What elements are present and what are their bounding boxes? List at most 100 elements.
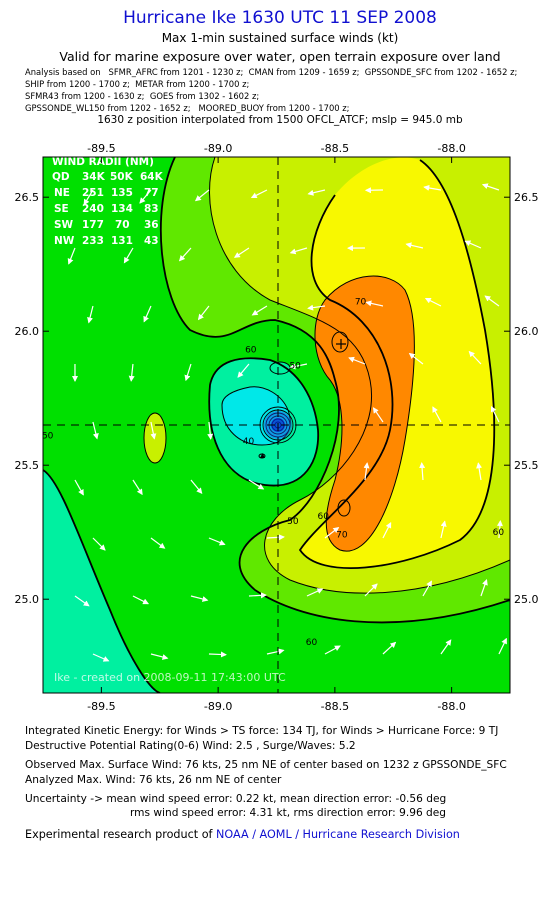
contour-label: 60 xyxy=(493,528,505,538)
x-tick-label-bottom: -88.5 xyxy=(321,700,349,713)
wind-arrow xyxy=(464,240,482,249)
ike-line: Integrated Kinetic Energy: for Winds > T… xyxy=(25,725,499,737)
y-tick-label-left: 26.0 xyxy=(15,325,40,338)
wind-arrow xyxy=(405,242,424,249)
x-tick-label-top: -89.5 xyxy=(87,142,115,155)
wind-arrow xyxy=(150,537,166,549)
analysis-line-4: GPSSONDE_WL150 from 1202 - 1652 z; MOORE… xyxy=(25,103,350,113)
contour-70 xyxy=(298,159,496,570)
wind-arrow xyxy=(468,350,482,365)
dpr-line: Destructive Potential Rating(0-6) Wind: … xyxy=(25,740,356,752)
wind-arrow xyxy=(382,521,392,539)
wind-arrow xyxy=(440,520,447,539)
uncertainty-line-2: rms wind speed error: 4.31 kt, rms direc… xyxy=(130,807,447,819)
band-80-90-core xyxy=(314,276,415,552)
wind-radii-nw-label: NW xyxy=(54,235,75,247)
wind-arrow xyxy=(476,462,483,481)
wind-arrow xyxy=(422,580,432,597)
wind-arrow xyxy=(484,295,500,307)
wind-radii-se-label: SE xyxy=(54,203,69,215)
band-30-40-core xyxy=(222,386,291,445)
wind-radii-title: WIND RADII (NM) xyxy=(52,156,154,168)
contour-80-island-south xyxy=(337,499,351,517)
contour-label: 50 xyxy=(42,431,54,441)
wind-arrow xyxy=(289,247,308,255)
center-crosshair xyxy=(43,157,510,693)
wind-arrow xyxy=(190,595,209,602)
contour-labels: 70 60 50 40 50 60 70 60 60 50 xyxy=(42,297,505,647)
wind-arrow xyxy=(132,479,143,496)
x-tick-label-bottom: -89.0 xyxy=(204,700,232,713)
wind-arrow xyxy=(143,305,152,323)
analyzed-max-line: Analyzed Max. Wind: 76 kts, 26 nm NE of … xyxy=(25,774,282,786)
wind-field-map: 70 60 50 40 50 60 70 60 60 50 WIND RADII (NM) QD … xyxy=(15,142,539,713)
wind-arrow xyxy=(307,189,326,196)
wind-arrow xyxy=(408,352,424,365)
wind-arrow xyxy=(306,588,324,597)
wind-arrow xyxy=(324,645,341,655)
creation-watermark: Ike - created on 2008-09-11 17:43:00 UTC xyxy=(54,671,286,684)
wind-arrow xyxy=(365,300,384,307)
wind-arrow xyxy=(74,479,84,496)
valid-for-line: Valid for marine exposure over water, op… xyxy=(59,49,501,64)
wind-radii-nw-64k: 43 xyxy=(144,235,159,247)
contour-50-west xyxy=(43,469,161,693)
y-tick-label-right: 26.5 xyxy=(514,191,539,204)
contour-60-island xyxy=(143,412,167,464)
wind-arrow xyxy=(208,537,226,546)
wind-arrow xyxy=(372,407,384,423)
wind-radii-sw-64k: 36 xyxy=(144,219,159,231)
plot-frame xyxy=(42,156,511,694)
wind-arrow xyxy=(123,247,134,264)
x-tick-label-top: -88.5 xyxy=(321,142,349,155)
wind-arrow xyxy=(87,305,94,324)
wind-vectors xyxy=(67,183,507,662)
contour-65 xyxy=(209,157,510,594)
contour-label: 50 xyxy=(289,362,301,372)
position-line: 1630 z position interpolated from 1500 O… xyxy=(97,114,463,126)
wind-arrow xyxy=(83,189,94,206)
wind-arrow xyxy=(307,304,326,311)
wind-arrow xyxy=(324,527,340,539)
analysis-sources: Analysis based on SFMR_AFRC from 1201 - … xyxy=(25,66,517,114)
wind-arrow xyxy=(481,183,500,191)
wind-arrow xyxy=(490,405,500,423)
noaa-aoml-link[interactable]: NOAA / AOML / Hurricane Research Divisio… xyxy=(216,828,460,841)
contour-lines xyxy=(43,157,510,693)
contour-80-island xyxy=(331,331,349,353)
wind-radii-ne-64k: 77 xyxy=(144,187,159,199)
y-tick-label-right: 25.5 xyxy=(514,459,539,472)
y-tick-label-right: 25.0 xyxy=(514,593,539,606)
wind-arrow xyxy=(496,520,503,539)
wind-arrow xyxy=(150,653,169,660)
wind-arrow xyxy=(139,189,152,204)
wind-arrow xyxy=(498,637,507,655)
wind-arrow xyxy=(248,592,267,599)
wind-arrow xyxy=(74,595,90,607)
wind-radii-sw-34k: 177 xyxy=(82,219,104,231)
wind-radii-se-64k: 83 xyxy=(144,203,159,215)
wind-arrow xyxy=(480,579,488,597)
wind-arrow xyxy=(363,462,370,481)
wind-arrow xyxy=(424,297,442,307)
x-tick-label-top: -88.0 xyxy=(437,142,465,155)
product-line: Experimental research product of NOAA / … xyxy=(25,828,460,841)
y-tick-label-left: 25.5 xyxy=(15,459,40,472)
y-tick-label-left: 26.5 xyxy=(15,191,40,204)
wind-arrow xyxy=(194,189,210,202)
band-40-50-west xyxy=(43,470,160,693)
analysis-line-1: Analysis based on SFMR_AFRC from 1201 - … xyxy=(25,67,518,77)
wind-arrow xyxy=(266,534,285,541)
wind-arrow xyxy=(289,363,308,370)
wind-arrow xyxy=(208,651,227,658)
wind-arrow xyxy=(237,363,250,378)
analysis-line-3: SFMR43 from 1200 - 1630 z; GOES from 130… xyxy=(25,91,260,101)
wind-radii-header-qd: QD xyxy=(52,171,70,183)
wind-radii-ne-label: NE xyxy=(54,187,70,199)
wind-arrow xyxy=(419,462,426,481)
wind-radii-header-34k: 34K xyxy=(82,171,106,183)
wind-arrow xyxy=(364,583,378,597)
contour-label: 40 xyxy=(243,437,255,447)
wind-arrow xyxy=(190,479,203,494)
contour-60-outer xyxy=(160,157,510,624)
